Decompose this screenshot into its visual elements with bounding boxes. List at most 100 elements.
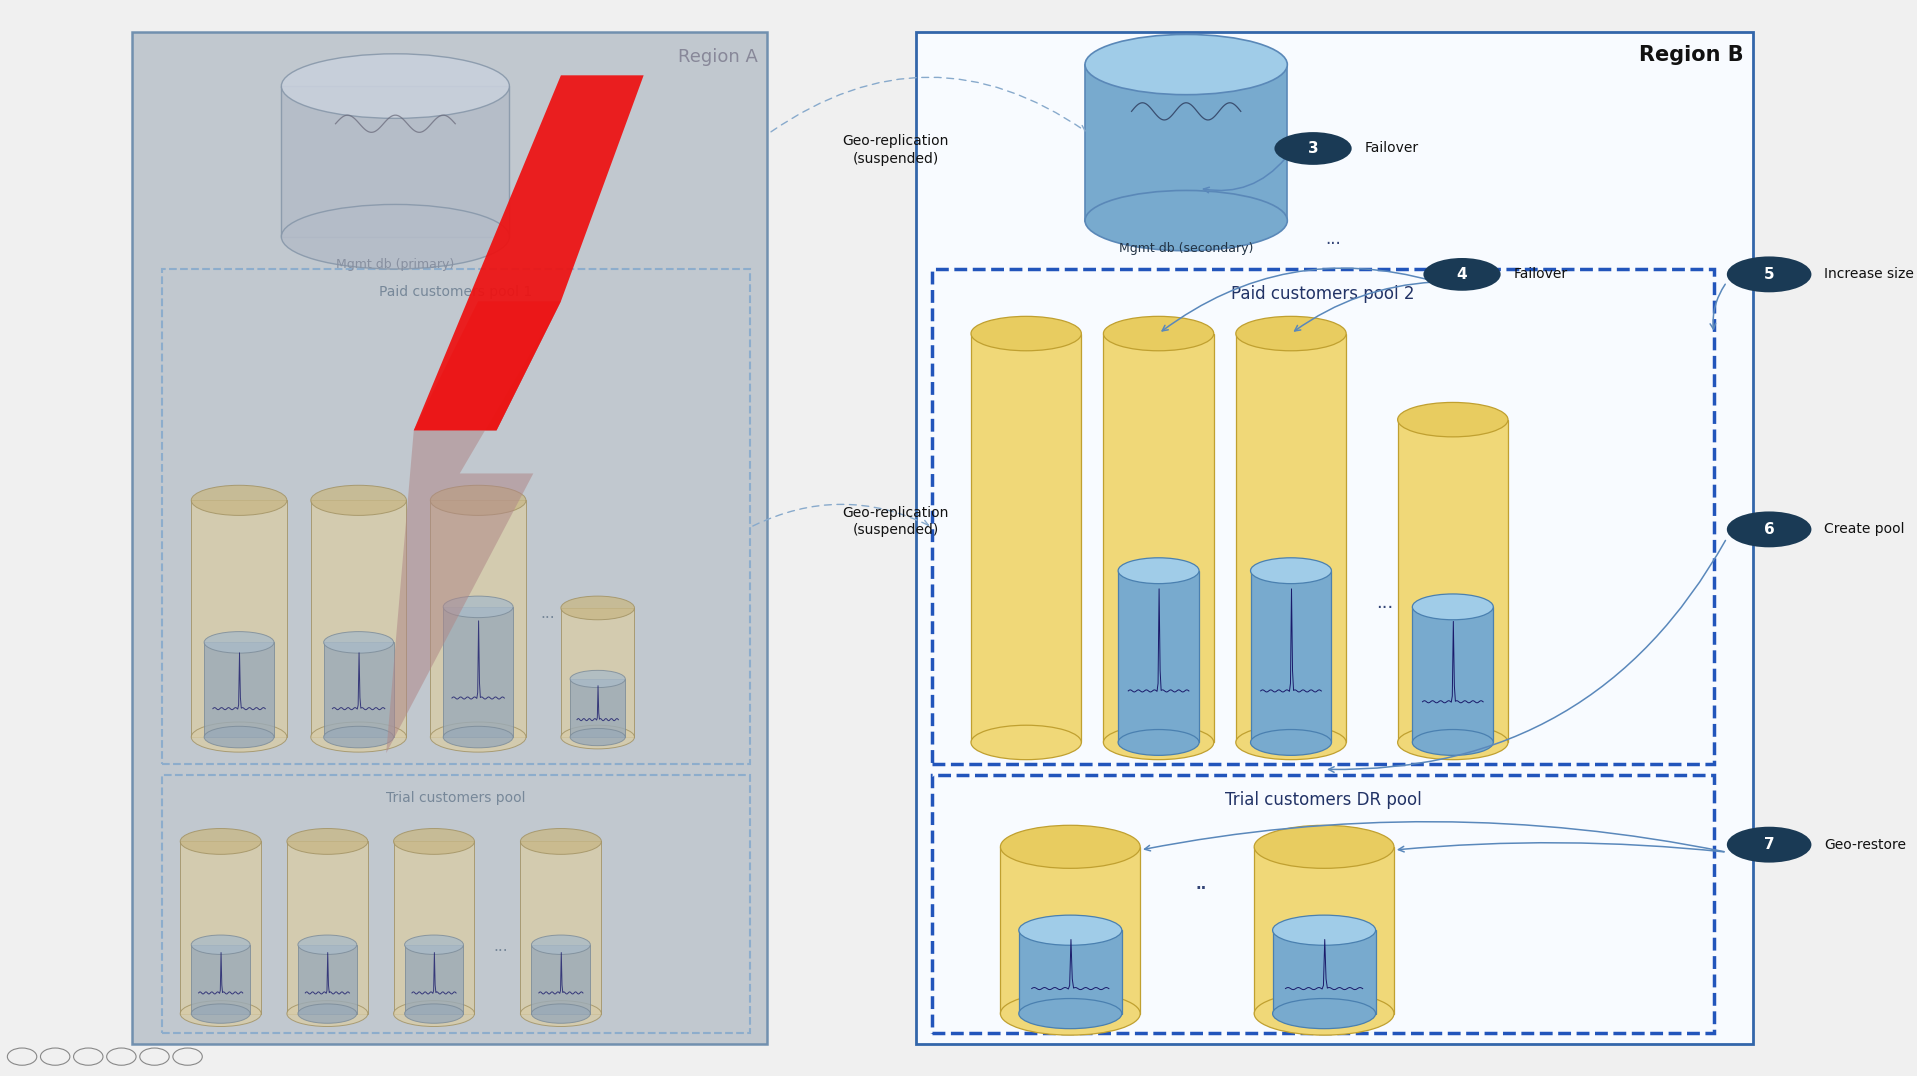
Polygon shape xyxy=(562,608,635,737)
Ellipse shape xyxy=(972,725,1081,760)
Ellipse shape xyxy=(203,632,274,653)
Polygon shape xyxy=(324,642,393,737)
Ellipse shape xyxy=(393,1001,475,1027)
Ellipse shape xyxy=(1424,258,1501,291)
Polygon shape xyxy=(385,301,562,753)
Ellipse shape xyxy=(324,726,393,748)
Ellipse shape xyxy=(1273,915,1376,946)
Ellipse shape xyxy=(1727,511,1812,548)
Ellipse shape xyxy=(531,935,590,954)
Polygon shape xyxy=(443,607,514,737)
Ellipse shape xyxy=(1254,825,1394,868)
Ellipse shape xyxy=(324,632,393,653)
Text: 7: 7 xyxy=(1764,837,1775,852)
Ellipse shape xyxy=(297,935,357,954)
Ellipse shape xyxy=(288,829,368,854)
Ellipse shape xyxy=(1413,730,1493,755)
Ellipse shape xyxy=(1413,594,1493,620)
Polygon shape xyxy=(1273,930,1376,1014)
Polygon shape xyxy=(429,500,525,737)
Ellipse shape xyxy=(531,1004,590,1023)
Polygon shape xyxy=(192,500,288,737)
Ellipse shape xyxy=(203,726,274,748)
Polygon shape xyxy=(1250,570,1332,742)
Ellipse shape xyxy=(1727,256,1812,293)
Text: Geo-replication
(suspended): Geo-replication (suspended) xyxy=(842,506,949,537)
Ellipse shape xyxy=(1397,725,1509,760)
Polygon shape xyxy=(1413,607,1493,742)
FancyBboxPatch shape xyxy=(916,32,1752,1044)
Polygon shape xyxy=(1085,65,1288,221)
Polygon shape xyxy=(531,945,590,1014)
Polygon shape xyxy=(1254,847,1394,1014)
Polygon shape xyxy=(297,945,357,1014)
Polygon shape xyxy=(1118,570,1198,742)
Ellipse shape xyxy=(1118,730,1198,755)
Text: Trial customers pool: Trial customers pool xyxy=(387,791,525,805)
Polygon shape xyxy=(1236,334,1346,742)
Text: Paid customers pool 1: Paid customers pool 1 xyxy=(380,285,533,299)
Ellipse shape xyxy=(1104,725,1213,760)
Ellipse shape xyxy=(393,829,475,854)
Text: 5: 5 xyxy=(1764,267,1775,282)
Text: 4: 4 xyxy=(1457,267,1467,282)
Ellipse shape xyxy=(1104,316,1213,351)
Polygon shape xyxy=(414,75,644,430)
Polygon shape xyxy=(569,679,625,737)
Ellipse shape xyxy=(1085,190,1288,251)
Text: Failover: Failover xyxy=(1365,141,1419,156)
Ellipse shape xyxy=(443,596,514,618)
Ellipse shape xyxy=(180,1001,261,1027)
Ellipse shape xyxy=(1397,402,1509,437)
Ellipse shape xyxy=(1250,730,1332,755)
Ellipse shape xyxy=(562,725,635,749)
Ellipse shape xyxy=(192,722,288,752)
Text: Failover: Failover xyxy=(1514,267,1568,282)
Ellipse shape xyxy=(1018,915,1121,946)
Text: Trial customers DR pool: Trial customers DR pool xyxy=(1225,791,1422,809)
Ellipse shape xyxy=(1085,34,1288,95)
Text: 6: 6 xyxy=(1764,522,1775,537)
Text: ...: ... xyxy=(1376,594,1394,611)
Ellipse shape xyxy=(1118,557,1198,583)
FancyBboxPatch shape xyxy=(132,32,767,1044)
Ellipse shape xyxy=(1273,999,1376,1029)
Polygon shape xyxy=(203,642,274,737)
Ellipse shape xyxy=(282,204,510,269)
Ellipse shape xyxy=(1001,992,1141,1035)
Ellipse shape xyxy=(297,1004,357,1023)
Ellipse shape xyxy=(520,1001,602,1027)
Ellipse shape xyxy=(282,54,510,118)
Ellipse shape xyxy=(288,1001,368,1027)
Polygon shape xyxy=(288,841,368,1014)
Polygon shape xyxy=(1001,847,1141,1014)
Ellipse shape xyxy=(1254,992,1394,1035)
Text: Mgmt db (primary): Mgmt db (primary) xyxy=(335,258,454,271)
Ellipse shape xyxy=(404,1004,464,1023)
Text: 3: 3 xyxy=(1307,141,1319,156)
Text: Create pool: Create pool xyxy=(1825,522,1905,537)
Ellipse shape xyxy=(1275,132,1351,165)
Polygon shape xyxy=(1397,420,1509,742)
Ellipse shape xyxy=(1236,316,1346,351)
Text: Increase size: Increase size xyxy=(1825,267,1915,282)
Text: Region A: Region A xyxy=(679,48,757,67)
Text: Geo-replication
(suspended): Geo-replication (suspended) xyxy=(842,134,949,166)
Ellipse shape xyxy=(443,726,514,748)
Ellipse shape xyxy=(520,829,602,854)
Text: ...: ... xyxy=(1325,230,1342,247)
Polygon shape xyxy=(404,945,464,1014)
Text: ...: ... xyxy=(541,606,556,621)
Text: ..: .. xyxy=(1194,877,1206,892)
Polygon shape xyxy=(311,500,406,737)
Ellipse shape xyxy=(972,316,1081,351)
Ellipse shape xyxy=(429,722,525,752)
Ellipse shape xyxy=(1018,999,1121,1029)
Polygon shape xyxy=(192,945,249,1014)
Ellipse shape xyxy=(192,485,288,515)
Ellipse shape xyxy=(192,935,249,954)
Ellipse shape xyxy=(311,485,406,515)
Text: ...: ... xyxy=(493,939,508,954)
Polygon shape xyxy=(972,334,1081,742)
Ellipse shape xyxy=(1727,826,1812,863)
